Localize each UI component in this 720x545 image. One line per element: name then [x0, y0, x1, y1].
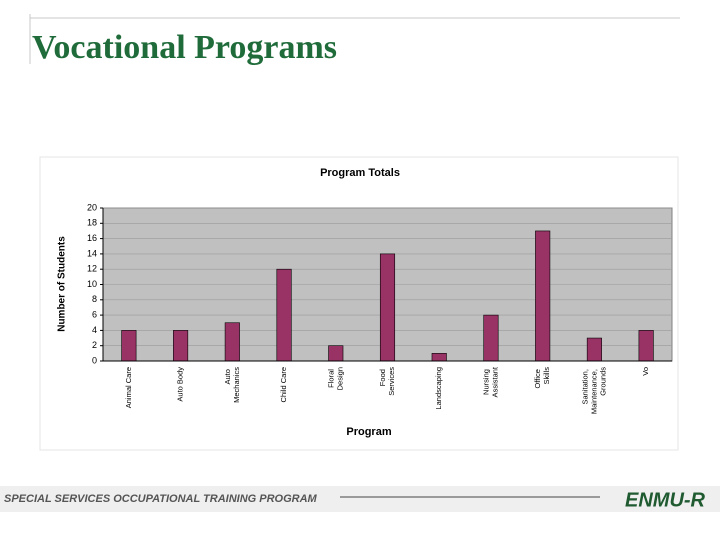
y-tick-label: 6	[92, 309, 97, 319]
x-tick-label: Child Care	[279, 367, 288, 402]
x-tick-label: Food Services	[378, 367, 396, 396]
bar	[535, 230, 551, 362]
x-tick-label: Auto Mechanics	[223, 367, 241, 403]
footer-bar	[0, 486, 720, 512]
x-tick-label: Auto Body	[176, 367, 185, 402]
x-tick-label: Landscaping	[434, 367, 443, 410]
bar	[379, 253, 396, 362]
y-tick-label: 16	[87, 233, 97, 243]
y-tick-label: 12	[87, 264, 97, 274]
x-tick-label: Sanitation, Maintenance, Grounds	[580, 367, 607, 414]
footer-text: SPECIAL SERVICES OCCUPATIONAL TRAINING P…	[4, 493, 318, 505]
bar	[173, 330, 189, 362]
x-tick-label: Office Skills	[533, 367, 551, 389]
y-axis-label: Number of Students	[57, 236, 68, 332]
y-tick-label: 4	[92, 325, 97, 335]
x-tick-label: Animal Care	[124, 367, 133, 408]
bar	[431, 353, 447, 362]
bar	[276, 268, 292, 362]
y-tick-label: 2	[92, 340, 97, 350]
y-tick-label: 18	[87, 218, 97, 228]
y-tick-label: 10	[87, 279, 97, 289]
x-axis-label: Program	[346, 426, 391, 438]
bar	[586, 337, 602, 362]
chart-title: Program Totals	[320, 167, 400, 179]
bar	[224, 322, 240, 362]
bar	[483, 314, 499, 362]
y-tick-label: 8	[92, 294, 97, 304]
x-tick-label: Floral Design	[326, 367, 344, 390]
y-tick-label: 20	[87, 202, 97, 212]
bar	[638, 330, 654, 362]
bar	[121, 330, 137, 362]
x-tick-label: Vo	[641, 367, 650, 376]
slide-title: Vocational Programs	[32, 29, 337, 66]
bar	[328, 345, 344, 362]
plot: 0 2 4 6 8 10 12 14 16 18 20 Animal Care Auto Body Aut…	[87, 202, 672, 414]
y-tick-label: 14	[87, 248, 97, 258]
x-tick-label: Nursing Assistant	[481, 366, 499, 397]
y-tick-label: 0	[92, 355, 97, 365]
logo: ENMU-R	[625, 489, 706, 511]
